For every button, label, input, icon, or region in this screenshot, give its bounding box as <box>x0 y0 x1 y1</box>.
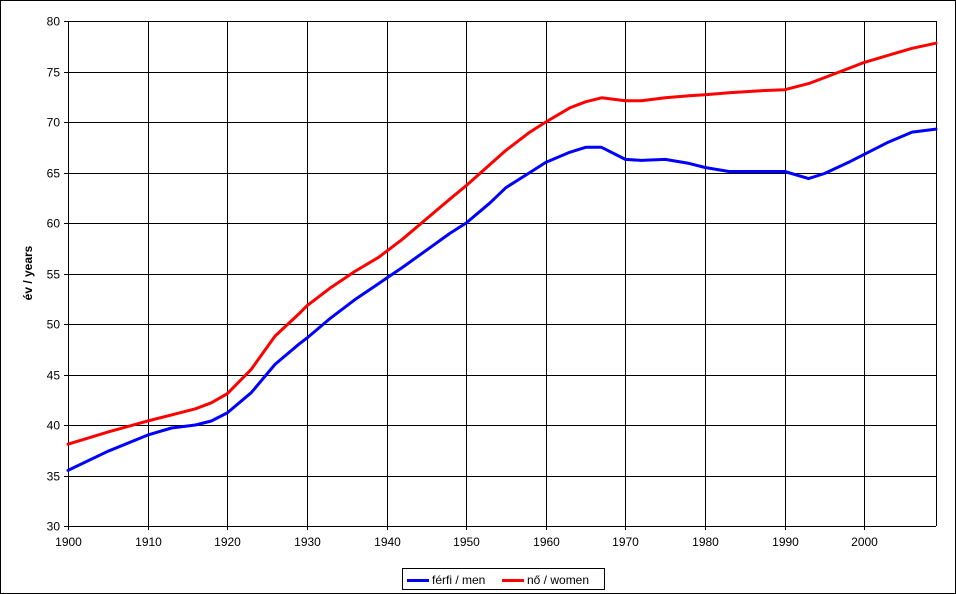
series-line-men <box>66 127 938 472</box>
y-tick-label: 35 <box>47 470 61 484</box>
legend-label-women: nő / women <box>527 573 590 587</box>
legend-item-men: férfi / men <box>407 573 503 587</box>
y-tick-label: 60 <box>47 217 61 231</box>
y-axis-label: év / years <box>21 245 35 300</box>
x-tick-label: 1920 <box>214 535 241 549</box>
y-tick-label: 65 <box>47 167 61 181</box>
x-tick-label: 1960 <box>533 535 560 549</box>
y-tick-label: 30 <box>47 520 61 534</box>
x-tick-label: 1950 <box>453 535 480 549</box>
y-tick-label: 80 <box>47 15 61 29</box>
legend-item-women: nő / women <box>502 573 602 587</box>
x-tick-label: 1930 <box>294 535 321 549</box>
x-axis-tick-labels: 1900 1910 1920 1930 1940 1950 1960 1970 1980 1990… <box>55 535 878 549</box>
y-tick-label: 45 <box>47 369 61 383</box>
y-tick-label: 50 <box>47 318 61 332</box>
axes <box>64 21 937 530</box>
y-tick-label: 70 <box>47 116 61 130</box>
series-lines <box>66 41 938 472</box>
x-tick-label: 1970 <box>612 535 639 549</box>
legend-swatch-women <box>502 579 524 582</box>
y-tick-label: 75 <box>47 66 61 80</box>
y-axis-tick-labels: 30 35 40 45 50 55 60 65 70 75 80 <box>47 15 61 534</box>
series-line-women <box>66 41 938 446</box>
x-tick-label: 1980 <box>692 535 719 549</box>
legend-swatch-men <box>407 579 429 582</box>
legend: férfi / men nő / women <box>402 568 605 590</box>
x-tick-label: 1990 <box>772 535 799 549</box>
plot-area <box>68 21 936 526</box>
legend-label-men: férfi / men <box>432 573 486 587</box>
x-tick-label: 1900 <box>55 535 82 549</box>
x-tick-label: 1940 <box>374 535 401 549</box>
x-tick-label: 2000 <box>851 535 878 549</box>
y-tick-label: 55 <box>47 268 61 282</box>
x-tick-label: 1910 <box>135 535 162 549</box>
y-tick-label: 40 <box>47 419 61 433</box>
